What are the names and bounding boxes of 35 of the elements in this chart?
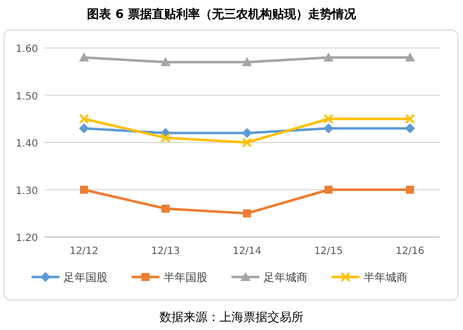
- x-tick-label: 12/15: [314, 246, 343, 257]
- point: [324, 123, 334, 134]
- legend-label: 半年国股: [164, 271, 208, 284]
- point: [324, 186, 332, 194]
- y-tick-label: 1.50: [16, 91, 38, 102]
- point: [160, 132, 170, 143]
- point: [242, 57, 252, 66]
- point: [406, 186, 414, 194]
- point: [242, 128, 252, 138]
- y-tick-label: 1.20: [16, 233, 38, 244]
- x-tick-label: 12/16: [396, 246, 424, 257]
- point: [79, 114, 89, 124]
- point: [79, 123, 89, 134]
- y-tick-label: 1.30: [16, 186, 38, 197]
- point: [160, 57, 170, 66]
- point: [80, 186, 88, 194]
- legend-label: 足年城商: [264, 271, 308, 284]
- point: [162, 204, 170, 213]
- legend-label: 半年城商: [364, 271, 408, 284]
- point: [324, 114, 334, 124]
- point: [242, 138, 252, 148]
- legend-label: 足年国股: [64, 271, 108, 284]
- source-note: 数据来源：上海票据交易所: [160, 310, 304, 324]
- chart-title: 图表 6 票据直贴利率（无三农机构贴现）走势情况: [87, 7, 357, 21]
- point: [243, 209, 251, 218]
- x-tick-label: 12/12: [70, 246, 98, 257]
- x-tick-label: 12/14: [232, 246, 262, 257]
- point: [324, 52, 334, 62]
- point: [405, 114, 415, 124]
- point: [79, 52, 89, 62]
- y-tick-label: 1.40: [16, 138, 38, 150]
- x-tick-label: 12/13: [151, 246, 180, 257]
- point: [405, 123, 415, 134]
- y-tick-label: 1.60: [16, 44, 38, 55]
- point: [405, 52, 415, 62]
